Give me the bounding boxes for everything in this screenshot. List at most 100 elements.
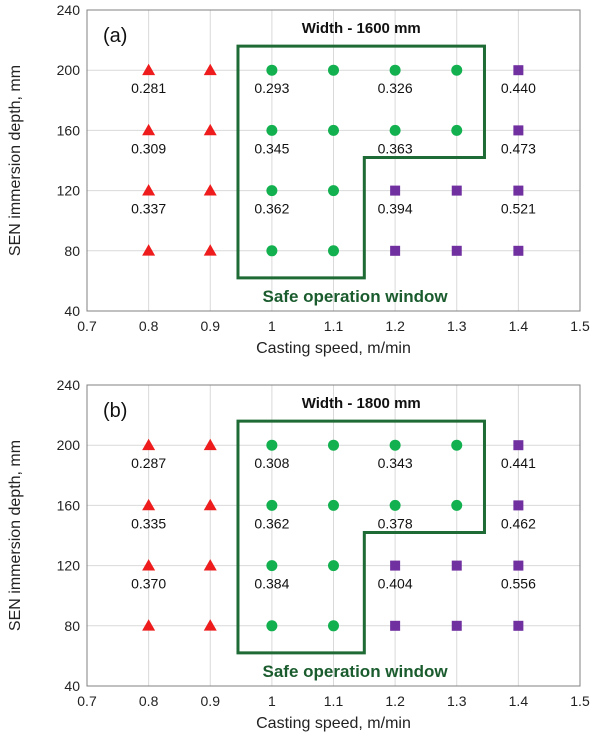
x-axis-title: Casting speed, m/min — [256, 340, 411, 357]
data-value-label: 0.394 — [378, 201, 413, 217]
panel-label: (a) — [103, 25, 127, 47]
circle-marker — [451, 124, 463, 136]
panel-label: (b) — [103, 400, 127, 422]
triangle-marker — [142, 619, 156, 631]
x-tick-label: 1.4 — [509, 318, 529, 334]
data-value-label: 0.378 — [378, 515, 413, 531]
triangle-marker — [142, 438, 156, 451]
y-axis-title: SEN immersion depth, mm — [7, 65, 24, 256]
circle-marker — [266, 185, 278, 197]
y-tick-label: 80 — [64, 618, 80, 634]
data-value-label: 0.362 — [254, 201, 289, 217]
x-tick-label: 1.4 — [509, 693, 529, 709]
data-value-label: 0.309 — [131, 140, 166, 156]
y-tick-label: 240 — [57, 2, 81, 18]
data-value-label: 0.404 — [378, 576, 413, 592]
square-marker — [390, 560, 401, 571]
circle-marker — [328, 620, 339, 632]
circle-marker — [266, 245, 278, 257]
data-value-label: 0.521 — [501, 201, 536, 217]
x-tick-label: 1.2 — [385, 318, 405, 334]
width-label: Width - 1800 mm — [302, 395, 421, 412]
circle-marker — [266, 560, 278, 572]
x-tick-label: 1.5 — [570, 693, 590, 709]
x-tick-label: 1.2 — [385, 693, 405, 709]
triangle-marker — [203, 619, 217, 631]
data-value-label: 0.326 — [378, 80, 413, 96]
chart-panel-a: 0.7 0.8 0.9 1 1.1 1.2 1.3 1.4 1.5 40 80 120 160 200 24… — [7, 2, 590, 357]
square-marker — [513, 185, 524, 196]
data-value-label: 0.308 — [254, 455, 289, 471]
square-marker — [513, 245, 524, 256]
circle-marker — [328, 560, 339, 572]
circle-marker — [266, 620, 278, 632]
triangle-marker — [142, 559, 156, 571]
x-tick-label: 0.8 — [139, 693, 159, 709]
data-value-label: 0.370 — [131, 576, 166, 592]
triangle-marker — [142, 184, 156, 196]
triangle-marker — [203, 184, 217, 196]
square-marker — [513, 125, 524, 136]
circle-marker — [451, 439, 463, 451]
data-value-label: 0.362 — [254, 515, 289, 531]
plot-area-frame — [86, 384, 581, 687]
triangle-marker — [142, 63, 156, 76]
triangle-marker — [203, 63, 217, 76]
data-value-label: 0.440 — [501, 80, 536, 96]
square-marker — [390, 620, 401, 631]
circle-marker — [328, 185, 339, 197]
square-marker — [513, 65, 524, 76]
plot-area-frame — [86, 9, 581, 312]
data-value-label: 0.384 — [254, 576, 289, 592]
square-marker — [513, 560, 524, 571]
triangle-marker — [142, 123, 156, 136]
triangle-marker — [142, 244, 156, 256]
y-tick-label: 80 — [64, 243, 80, 259]
square-marker — [451, 620, 462, 631]
data-value-label: 0.441 — [501, 455, 536, 471]
square-marker — [390, 185, 401, 196]
y-tick-label: 40 — [64, 678, 80, 694]
triangle-marker — [203, 244, 217, 256]
data-value-label: 0.556 — [501, 576, 536, 592]
x-tick-label: 0.9 — [201, 693, 221, 709]
x-axis-title: Casting speed, m/min — [256, 715, 411, 732]
safe-window-label: Safe operation window — [263, 662, 449, 681]
square-marker — [451, 245, 462, 256]
x-tick-label: 1 — [268, 693, 276, 709]
circle-marker — [328, 439, 339, 451]
y-tick-label: 200 — [57, 62, 81, 78]
circle-marker — [389, 499, 401, 511]
x-tick-label: 0.7 — [77, 693, 97, 709]
safe-window-outline — [236, 419, 486, 655]
square-marker — [513, 440, 524, 451]
triangle-marker — [203, 438, 217, 451]
data-value-label: 0.343 — [378, 455, 413, 471]
y-tick-label: 120 — [57, 558, 81, 574]
x-tick-label: 1.3 — [447, 318, 467, 334]
width-label: Width - 1600 mm — [302, 20, 421, 37]
circle-marker — [266, 499, 278, 511]
circle-marker — [328, 245, 339, 257]
data-value-label: 0.473 — [501, 140, 536, 156]
square-marker — [451, 185, 462, 196]
circle-marker — [389, 64, 401, 76]
x-tick-label: 0.7 — [77, 318, 97, 334]
circle-marker — [328, 124, 339, 136]
data-value-label: 0.293 — [254, 80, 289, 96]
x-tick-label: 1.5 — [570, 318, 590, 334]
x-tick-label: 0.8 — [139, 318, 159, 334]
circle-marker — [266, 124, 278, 136]
circle-marker — [266, 64, 278, 76]
data-value-label: 0.345 — [254, 140, 289, 156]
y-tick-label: 120 — [57, 183, 81, 199]
data-value-label: 0.337 — [131, 201, 166, 217]
square-marker — [451, 560, 462, 571]
circle-marker — [451, 64, 463, 76]
y-tick-label: 240 — [57, 377, 81, 393]
triangle-marker — [142, 498, 156, 511]
data-value-label: 0.335 — [131, 515, 166, 531]
triangle-marker — [203, 498, 217, 511]
triangle-marker — [203, 559, 217, 571]
circle-marker — [389, 439, 401, 451]
